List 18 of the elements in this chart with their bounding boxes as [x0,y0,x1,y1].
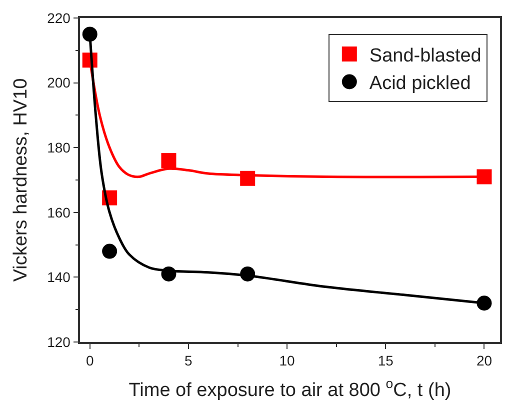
x-axis-title: Time of exposure to air at 800 $^{o}$C, t (h) [128,376,452,401]
legend-label: Sand-blasted [369,45,482,66]
y-tick-label: 220 [47,10,71,26]
y-tick-label: 180 [47,140,71,156]
point [161,153,176,168]
x-tick-label: 5 [184,352,193,369]
x-tick-label: 10 [279,352,296,369]
x-tick-label: 15 [378,352,394,369]
y-axis-title: Vickers hardness, HV10 [10,78,32,282]
x-tick-label: 20 [476,352,492,369]
y-tick-label: 160 [47,204,71,220]
legend-label: Acid pickled [369,73,471,94]
y-tick-label: 200 [47,74,71,91]
point [476,169,492,184]
point [102,244,118,259]
x-tick-label: 0 [86,352,94,369]
y-tick-label: 140 [47,269,71,286]
y-tick-label: 120 [47,334,71,350]
